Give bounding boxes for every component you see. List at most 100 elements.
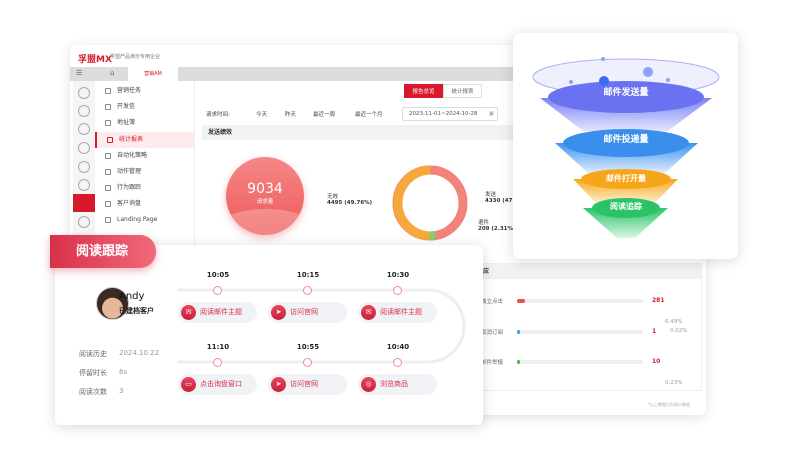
response-bar [517, 299, 643, 303]
event-action: 阅读邮件主题 [380, 308, 422, 316]
sidebar-menu: 营销任务 开发信 地址簿 统计报表 自动化策略 动作管理 行为跟踪 客户询盘 L… [95, 81, 195, 415]
legend-name: 发送 [485, 192, 497, 198]
menu-item-address-book[interactable]: 地址簿 [95, 115, 195, 131]
user-status: 已建档客户 [119, 307, 154, 315]
legend-value: 4330 [485, 198, 501, 204]
tab-overview[interactable]: 报告总览 [404, 84, 443, 98]
marketing-icon[interactable] [73, 194, 95, 212]
funnel-label-tracking: 阅读追踪 [610, 202, 642, 211]
donut-chart [392, 165, 468, 241]
menu-item-landing[interactable]: Landing Page [95, 212, 195, 228]
calendar-icon: ▣ [488, 111, 494, 117]
timeline-dot [393, 358, 402, 367]
legend-name: 退件 [478, 220, 490, 226]
filter-yesterday[interactable]: 昨天 [285, 112, 297, 118]
menu-item-actions[interactable]: 动作管理 [95, 164, 195, 180]
funnel-card: 邮件发送量 邮件投递量 邮件打开量 阅读追踪 [513, 33, 738, 259]
response-bar [517, 360, 643, 364]
info-icon[interactable] [78, 216, 90, 228]
event-action: 访问官网 [290, 308, 318, 316]
timeline-dot [213, 286, 222, 295]
event-time: 10:15 [296, 271, 320, 279]
avatar [96, 287, 129, 320]
home-icon[interactable] [78, 87, 90, 99]
timeline-track [178, 288, 466, 364]
menu-item-inquiry[interactable]: 客户询盘 [95, 196, 195, 212]
requests-value: 9034 [247, 181, 283, 197]
menu-label: 客户询盘 [117, 200, 142, 207]
event-time: 11:10 [206, 343, 230, 351]
requests-circle: 9034 请求量 [226, 157, 304, 235]
menu-item-automation[interactable]: 自动化策略 [95, 148, 195, 164]
demo-note: *以上数据均为演示数据 [648, 402, 690, 407]
org-name: 孚盟产品演示专用企业 [110, 54, 161, 60]
legend-name: 无效 [327, 194, 339, 200]
response-bar [517, 330, 643, 334]
bubble [569, 80, 573, 84]
legend-pct: (47 [502, 198, 513, 204]
event-pill[interactable]: ▭ 点击询盘窗口 [178, 374, 257, 395]
timeline-dot [303, 286, 312, 295]
event-action: 浏览商品 [380, 380, 408, 388]
response-value: 281 [652, 297, 665, 304]
requests-label: 请求量 [256, 199, 274, 205]
menu-item-marketing-task[interactable]: 营销任务 [95, 83, 195, 99]
tab-stats-report[interactable]: 统计报表 [443, 84, 482, 98]
event-pill[interactable]: ◎ 浏览商品 [358, 374, 437, 395]
box-icon[interactable] [78, 161, 90, 173]
timeline-dot [303, 358, 312, 367]
funnel-graphic [532, 57, 720, 238]
response-pct: 6.49% [665, 319, 683, 325]
response-bar-fill [517, 330, 520, 334]
event-pill[interactable]: ➤ 访问官网 [268, 374, 347, 395]
funnel-label-sent: 邮件发送量 [603, 88, 649, 98]
stat-label: 停留时长 [79, 369, 107, 377]
stat-value: 2024.10.22 [119, 349, 160, 357]
filter-today[interactable]: 今天 [256, 112, 268, 118]
filter-month[interactable]: 最近一个月 [355, 112, 383, 118]
mail-icon[interactable] [78, 142, 90, 154]
event-action: 点击询盘窗口 [200, 380, 242, 388]
menu-label: 统计报表 [119, 136, 144, 143]
menu-item-tracking[interactable]: 行为跟踪 [95, 180, 195, 196]
event-time: 10:30 [386, 271, 410, 279]
event-time: 10:05 [206, 271, 230, 279]
donut-segment-invalid [393, 165, 433, 241]
bubble [643, 67, 653, 77]
legend-pct: (49.76%) [344, 200, 373, 206]
menu-toggle-icon[interactable]: ☰ [76, 69, 83, 77]
menu-item-stats[interactable]: 统计报表 [95, 132, 195, 148]
home-icon[interactable]: ⌂ [110, 69, 115, 77]
funnel-label-opened: 邮件打开量 [606, 174, 646, 183]
response-label: 取消订阅 [481, 330, 504, 336]
menu-label: 开发信 [117, 103, 136, 110]
date-range-value: 2023-11-01~2024-10-28 [409, 111, 478, 117]
response-value: 10 [652, 358, 661, 365]
chat-icon: ▭ [181, 377, 196, 392]
user-icon[interactable] [78, 105, 90, 117]
reading-tracking-tab: 阅读跟踪 [50, 235, 156, 268]
stat-value: 3 [119, 387, 124, 395]
group-icon[interactable] [78, 123, 90, 135]
legend-pct: (2.31%) [491, 226, 516, 232]
event-time: 10:40 [386, 343, 410, 351]
menu-item-dev-letter[interactable]: 开发信 [95, 99, 195, 115]
legend-sent: 发送 4330 (47 [485, 190, 512, 204]
funnel-label-delivered: 邮件投递量 [603, 135, 649, 145]
wave-decoration [226, 209, 304, 235]
event-pill[interactable]: ✉ 阅读邮件主题 [178, 302, 257, 323]
response-bar-fill [517, 299, 525, 303]
funnel-top-ellipse [548, 81, 704, 113]
user-name: Andy [119, 291, 145, 302]
funnel-ellipse-3 [581, 169, 671, 189]
filter-week[interactable]: 最近一周 [313, 112, 336, 118]
menu-label: Landing Page [117, 216, 158, 223]
event-pill[interactable]: ✉ 阅读邮件主题 [358, 302, 437, 323]
response-label: 邮件举报 [481, 360, 504, 366]
funnel-ellipse-2 [563, 129, 689, 157]
event-pill[interactable]: ➤ 访问官网 [268, 302, 347, 323]
compass-icon[interactable] [78, 179, 90, 191]
date-range-input[interactable]: 2023-11-01~2024-10-28 ▣ [402, 107, 498, 121]
logo: 孚盟MX [78, 55, 112, 65]
tab-marketing[interactable]: 营销AM [128, 67, 178, 81]
